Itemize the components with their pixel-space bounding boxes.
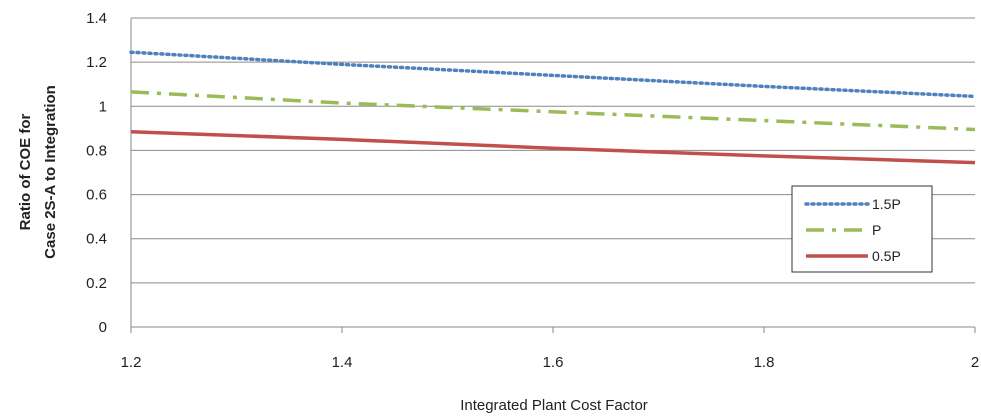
y-tick-label: 0.2: [86, 275, 107, 292]
legend: 1.5P P 0.5P: [791, 185, 933, 273]
legend-label: 1.5P: [872, 196, 901, 212]
x-tick-label: 1.2: [121, 354, 142, 371]
y-axis-title: Ratio of COE for Case 2S-A to Integratio…: [17, 85, 59, 259]
series-line-p: [130, 90, 976, 132]
x-tick-label: 1.6: [543, 354, 564, 371]
y-axis-title-line-1: Ratio of COE for: [17, 114, 34, 231]
axes: 0 0.2 0.4 0.6 0.8 1 1.2 1.4 1.2 1.4 1.6 1.8 2: [86, 10, 979, 371]
y-tick-label: 0: [99, 319, 107, 336]
x-tick-label: 1.4: [332, 354, 353, 371]
series-lines: [129, 50, 977, 165]
y-tick-label: 0.8: [86, 142, 107, 159]
y-axis-title-line-2: Case 2S-A to Integration: [42, 85, 59, 259]
legend-label: 0.5P: [872, 248, 901, 264]
gridlines: [131, 17, 975, 328]
series-line-1_5p: [129, 50, 977, 99]
x-axis-title: Integrated Plant Cost Factor: [460, 397, 648, 414]
legend-label: P: [872, 222, 881, 238]
y-tick-label: 0.4: [86, 231, 107, 248]
y-tick-label: 0.6: [86, 187, 107, 204]
y-tick-label: 1.2: [86, 54, 107, 71]
y-tick-label: 1.4: [86, 10, 107, 27]
x-tick-label: 2: [971, 354, 979, 371]
series-line-0_5p: [130, 129, 976, 165]
y-tick-label: 1: [99, 98, 107, 115]
x-tick-label: 1.8: [754, 354, 775, 371]
